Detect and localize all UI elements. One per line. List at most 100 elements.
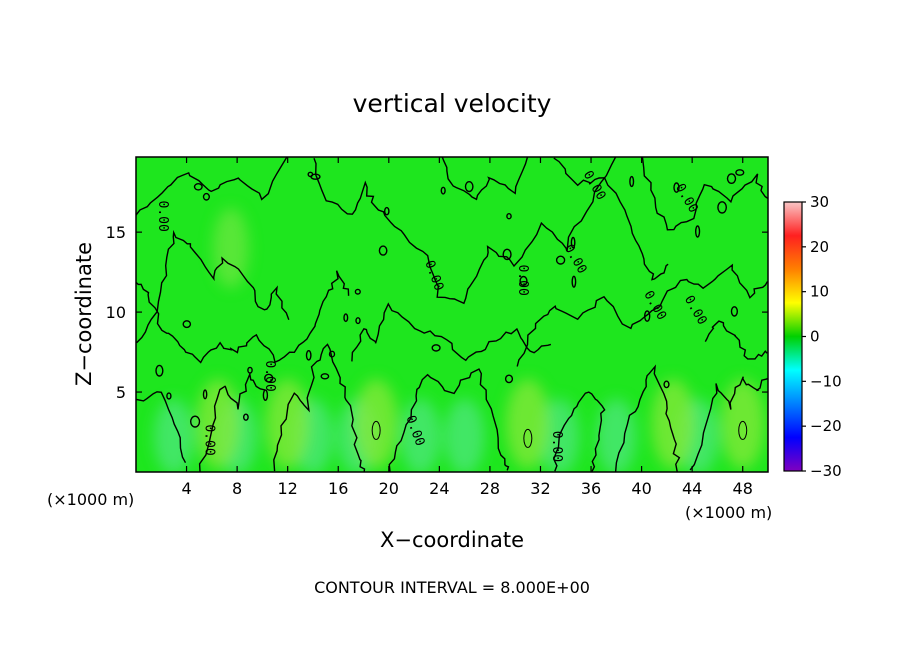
colorbar-tick-label: 0	[810, 328, 820, 346]
x-tick-label: 8	[232, 479, 242, 498]
x-tick-label: 32	[530, 479, 550, 498]
contour-label: 0.00	[155, 201, 170, 232]
y-tick-label: 10	[106, 303, 126, 322]
contour-line	[614, 364, 681, 472]
colorbar-tick-label: −10	[810, 372, 842, 390]
contour-loop	[242, 413, 249, 421]
contour-line	[273, 343, 366, 472]
contour-line	[313, 157, 617, 305]
x-tick-label: 24	[429, 479, 449, 498]
colorbar-tick-label: 10	[810, 283, 829, 301]
contour-loop	[629, 175, 635, 188]
x-tick-label: 12	[278, 479, 298, 498]
downdraft-shade	[596, 398, 637, 472]
x-unit-left: (×1000 m)	[47, 490, 134, 509]
contour-loop	[464, 181, 474, 193]
contour-loop	[190, 415, 201, 428]
updraft-shade	[212, 208, 249, 289]
contour-line	[553, 391, 606, 472]
x-unit-right: (×1000 m)	[685, 503, 772, 522]
contour-loop	[571, 275, 577, 288]
updraft-core-contour	[738, 420, 748, 440]
contour-loop	[694, 225, 701, 238]
contour-line	[689, 376, 768, 471]
contour-loop	[431, 344, 441, 352]
contour-line	[441, 157, 529, 201]
contour-loop	[726, 173, 737, 185]
contour-loop	[730, 306, 739, 317]
contour-loop	[262, 389, 269, 402]
updraft-core-contour	[523, 428, 533, 448]
contour-loop	[673, 182, 680, 193]
contour-loop	[182, 320, 192, 329]
contour-label: 0.00	[549, 431, 564, 462]
contour-line	[136, 157, 288, 217]
y-tick-label: 5	[116, 383, 126, 402]
plot-frame	[135, 156, 769, 473]
contour-line	[388, 368, 510, 472]
downdraft-shade	[153, 398, 194, 472]
contour-loop	[570, 236, 576, 249]
x-tick-label: 44	[682, 479, 702, 498]
updraft-shade	[265, 379, 310, 470]
colorbar-tick-label: −20	[810, 417, 842, 435]
chart-title: vertical velocity	[353, 89, 552, 118]
contour-loop	[735, 169, 745, 176]
contour-loop	[328, 350, 336, 358]
contour-loop	[343, 313, 349, 323]
contour-loop	[506, 212, 512, 220]
updraft-shade	[505, 379, 550, 470]
contour-loop	[320, 373, 330, 380]
x-tick-label: 20	[379, 479, 399, 498]
x-axis-label: X−coordinate	[380, 528, 524, 552]
contour-lines	[136, 157, 768, 472]
y-axis-label: Z−coordinate	[72, 242, 96, 386]
colorbar-tick-label: 30	[810, 193, 829, 211]
contour-loop	[193, 182, 203, 191]
contour-loop	[202, 389, 208, 400]
colorbar: 30 20 10 0 −10 −20 −30	[783, 193, 842, 480]
contour-label: 0.00	[515, 264, 530, 295]
contour-loop	[440, 186, 446, 195]
plot-area: 0.000.000.00 0.000.000.000.00 0.000.000.00…	[135, 156, 769, 473]
contour-loop	[378, 245, 388, 256]
contour-loop	[264, 373, 274, 383]
x-axis: 4 8 12 16 20 24 28 32 36 40 44 48	[181, 157, 753, 498]
updraft-shade	[720, 379, 765, 470]
contour-label: 0.00	[202, 424, 217, 455]
contour-loop	[663, 380, 670, 389]
y-tick-label: 15	[106, 223, 126, 242]
contour-loop	[307, 171, 314, 178]
downdraft-shade	[444, 398, 485, 472]
contour-loop	[519, 275, 528, 287]
contour-loop	[202, 192, 211, 201]
contour-loop	[305, 349, 312, 361]
contour-label: 0.00	[262, 360, 277, 391]
contour-line	[136, 270, 350, 364]
contour-line	[553, 157, 669, 281]
contour-interval-note: CONTOUR INTERVAL = 8.000E+00	[314, 578, 590, 597]
y-axis: 5 10 15	[106, 223, 768, 402]
colorbar-tick-label: −30	[810, 462, 842, 480]
contour-loop	[717, 201, 727, 214]
contour-loop	[247, 366, 253, 374]
x-tick-label: 48	[733, 479, 753, 498]
updraft-shade	[196, 379, 241, 470]
contour-line	[641, 157, 768, 231]
contour-loop	[555, 255, 566, 265]
updraft-core-contour	[371, 420, 381, 440]
contour-line	[516, 263, 768, 367]
colorbar-gradient	[783, 201, 803, 472]
contour-line	[198, 371, 266, 472]
contour-loop	[644, 310, 651, 322]
contour-loop	[502, 248, 512, 261]
contour-line	[136, 391, 187, 464]
contour-loop	[383, 206, 390, 216]
x-tick-label: 28	[480, 479, 500, 498]
x-tick-label: 16	[328, 479, 348, 498]
x-tick-label: 4	[181, 479, 191, 498]
contour-loop	[166, 392, 172, 400]
updraft-shade	[651, 379, 696, 470]
contour-loop	[155, 364, 164, 377]
